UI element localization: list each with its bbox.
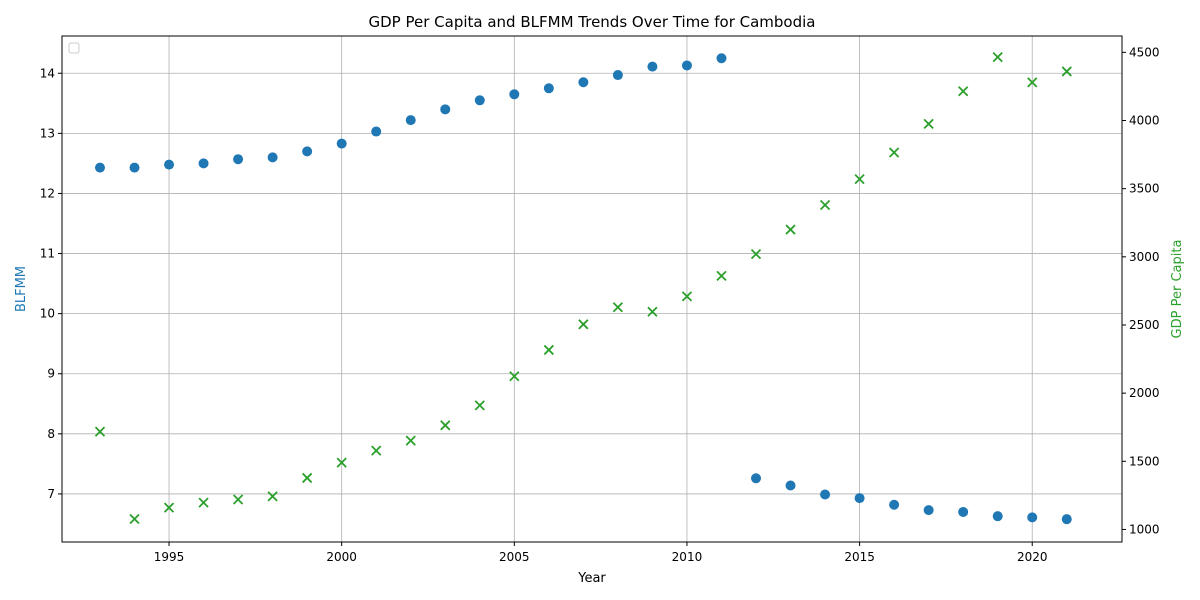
gdp-per-capita-point [336,457,347,468]
blfmm-point [854,493,865,504]
blfmm-point [267,152,278,163]
gdp-per-capita-point [612,302,624,313]
blfmm-point [785,480,796,491]
blfmm-point [94,162,105,173]
y-left-tick-label: 7 [47,487,55,501]
gdp-per-capita-point [1061,66,1072,77]
y-right-tick-label: 1000 [1129,522,1160,536]
gdp-per-capita-point [405,435,416,446]
gdp-per-capita-point [371,445,382,456]
y-left-tick-label: 8 [47,427,55,441]
plot-frame [61,35,1123,543]
x-axis-title: Year [577,571,606,586]
y-left-tick-label: 10 [40,307,55,321]
gdp-per-capita-point [578,319,589,330]
gdp-per-capita-point [94,426,106,437]
gdp-per-capita-point [716,270,727,282]
blfmm-point [233,154,244,165]
gdp-per-capita-point [888,147,900,158]
blfmm-point [578,77,589,88]
blfmm-point [923,505,934,516]
blfmm-point [716,53,727,64]
gdp-per-capita-point [198,497,209,508]
gdp-per-capita-point [440,420,451,431]
y-left-tick-label: 11 [40,247,55,261]
y-left-tick-label: 9 [47,367,55,381]
blfmm-point [958,506,969,517]
y-right-tick-label: 1500 [1129,454,1160,468]
x-tick-label: 1995 [154,550,185,564]
gdp-per-capita-point [923,118,934,130]
gdp-per-capita-point [163,502,175,513]
x-tick-label: 2020 [1017,550,1048,564]
blfmm-point [336,138,347,149]
gdp-per-capita-point [302,472,313,484]
blfmm-point [543,83,554,94]
data-marks-layer [94,51,1072,525]
legend-box [68,42,80,54]
blfmm-point [129,162,140,173]
blfmm-point [751,473,762,484]
gdp-per-capita-point [819,199,831,211]
chart-title: GDP Per Capita and BLFMM Trends Over Tim… [369,13,816,31]
gdp-per-capita-point [750,248,762,260]
blfmm-point [889,499,900,510]
y-right-tick-label: 3000 [1129,250,1160,264]
blfmm-point [198,158,209,169]
y-right-tick-label: 3500 [1129,182,1160,196]
blfmm-point [647,61,658,72]
y-left-tick-label: 12 [40,186,55,200]
x-tick-label: 2010 [672,550,703,564]
blfmm-point [1061,514,1072,525]
gdp-per-capita-point [267,491,278,502]
blfmm-point [681,60,692,71]
y-right-tick-label: 2500 [1129,318,1160,332]
blfmm-point [302,146,313,157]
y-left-axis-title: BLFMM [14,266,29,312]
y-left-tick-label: 14 [40,66,55,80]
blfmm-point [820,489,831,500]
gdp-per-capita-point [854,173,865,185]
gdp-per-capita-point [543,344,554,356]
gdp-per-capita-point [681,291,693,302]
blfmm-point [1027,512,1038,523]
blfmm-point [440,104,451,115]
blfmm-point [474,95,485,106]
x-tick-label: 2015 [844,550,875,564]
gdp-per-capita-point [958,86,969,97]
gdp-per-capita-point [992,51,1003,63]
gdp-per-capita-point [785,224,796,235]
gdp-per-capita-point [474,400,485,411]
blfmm-point [509,89,520,100]
gdp-per-capita-point [232,494,244,505]
blfmm-point [405,115,416,126]
gdp-per-capita-point [647,306,658,317]
y-right-axis-title: GDP Per Capita [1170,240,1185,339]
gdp-per-capita-point [1027,77,1038,88]
x-tick-label: 2000 [326,550,357,564]
blfmm-point [164,159,175,170]
gdp-per-capita-point [509,371,520,382]
x-tick-label: 2005 [499,550,530,564]
y-left-tick-label: 13 [40,126,55,140]
axis-layer: 1995 2000 2005 2010 2015 2020 7 8 9 10 11 12 13 14 100… [40,45,1160,564]
y-right-tick-label: 4500 [1129,45,1160,59]
blfmm-point [371,126,382,137]
gdp-per-capita-point [129,513,140,525]
y-right-tick-label: 2000 [1129,386,1160,400]
y-right-tick-label: 4000 [1129,114,1160,128]
blfmm-point [612,70,623,81]
grid-layer [62,36,1122,542]
blfmm-point [992,511,1003,522]
